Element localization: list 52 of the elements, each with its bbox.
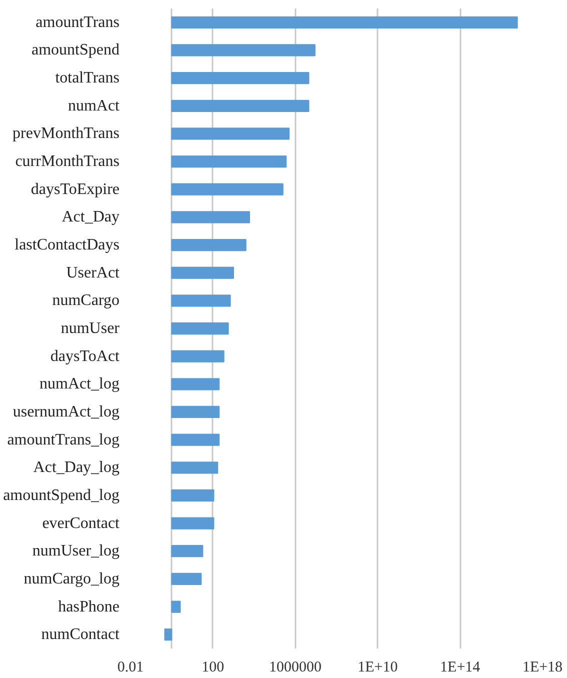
y-tick-label: numUser <box>60 320 120 337</box>
y-tick-label: numUser_log <box>32 542 120 560</box>
y-tick-label: prevMonthTrans <box>12 125 120 142</box>
bar <box>171 294 231 307</box>
bar <box>171 378 220 390</box>
bar <box>171 489 214 502</box>
y-tick-label: usernumAct_log <box>12 403 120 420</box>
bar <box>171 128 290 140</box>
bar <box>164 628 172 641</box>
y-tick-label: numAct <box>68 97 120 114</box>
x-tick-label: 1E+14 <box>440 660 481 676</box>
x-tick-label: 1E+10 <box>358 660 398 676</box>
y-tick-label: Act_Day <box>62 208 120 226</box>
x-tick-label: 0.01 <box>117 660 144 676</box>
bar <box>171 183 284 196</box>
y-tick-label: totalTrans <box>55 70 120 87</box>
y-tick-label: Act_Day_log <box>33 459 120 476</box>
y-tick-label: daysToAct <box>50 348 120 365</box>
bar <box>171 462 218 474</box>
bar <box>171 517 214 530</box>
y-tick-label: everContact <box>42 514 120 532</box>
bar <box>171 44 316 56</box>
bar <box>171 211 250 224</box>
y-tick-label: amountSpend <box>32 42 120 59</box>
bar <box>171 434 220 446</box>
bar <box>171 406 220 418</box>
y-tick-label: numAct_log <box>40 376 120 393</box>
y-tick-label: numCargo <box>52 292 120 310</box>
y-tick-label: UserAct <box>66 264 120 282</box>
y-tick-label: lastContactDays <box>14 236 120 254</box>
y-tick-label: numContact <box>41 626 120 644</box>
y-tick-label: amountTrans <box>36 14 120 31</box>
x-tick-label: 100 <box>202 660 224 676</box>
y-tick-label: currMonthTrans <box>15 153 120 170</box>
bar <box>171 238 246 252</box>
y-tick-label: hasPhone <box>58 598 120 616</box>
bar <box>171 545 204 558</box>
y-tick-label: daysToExpire <box>30 180 120 198</box>
bar <box>171 16 518 28</box>
x-tick-label: 1E+18 <box>522 660 563 676</box>
bar <box>171 600 181 613</box>
y-tick-label: amountTrans_log <box>7 431 120 448</box>
bar <box>171 350 224 362</box>
x-tick-label: 1000000 <box>269 660 322 676</box>
y-tick-label: numCargo_log <box>24 570 120 588</box>
bar <box>171 572 202 585</box>
bar <box>171 155 287 168</box>
bar <box>171 100 310 112</box>
bar <box>171 266 234 279</box>
bar <box>171 322 229 335</box>
y-tick-label: amountSpend_log <box>3 486 120 504</box>
bar <box>171 72 310 84</box>
